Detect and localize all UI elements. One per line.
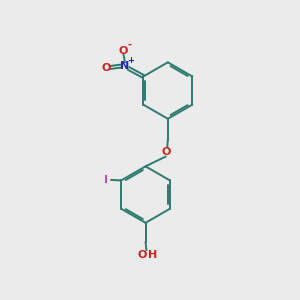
Text: O: O <box>162 147 171 157</box>
Text: O: O <box>102 62 111 73</box>
Text: N: N <box>120 61 130 71</box>
Text: H: H <box>148 250 158 260</box>
Text: +: + <box>127 56 134 65</box>
Text: O: O <box>138 250 147 260</box>
Text: -: - <box>128 40 132 50</box>
Text: I: I <box>103 175 108 185</box>
Text: O: O <box>119 46 128 56</box>
